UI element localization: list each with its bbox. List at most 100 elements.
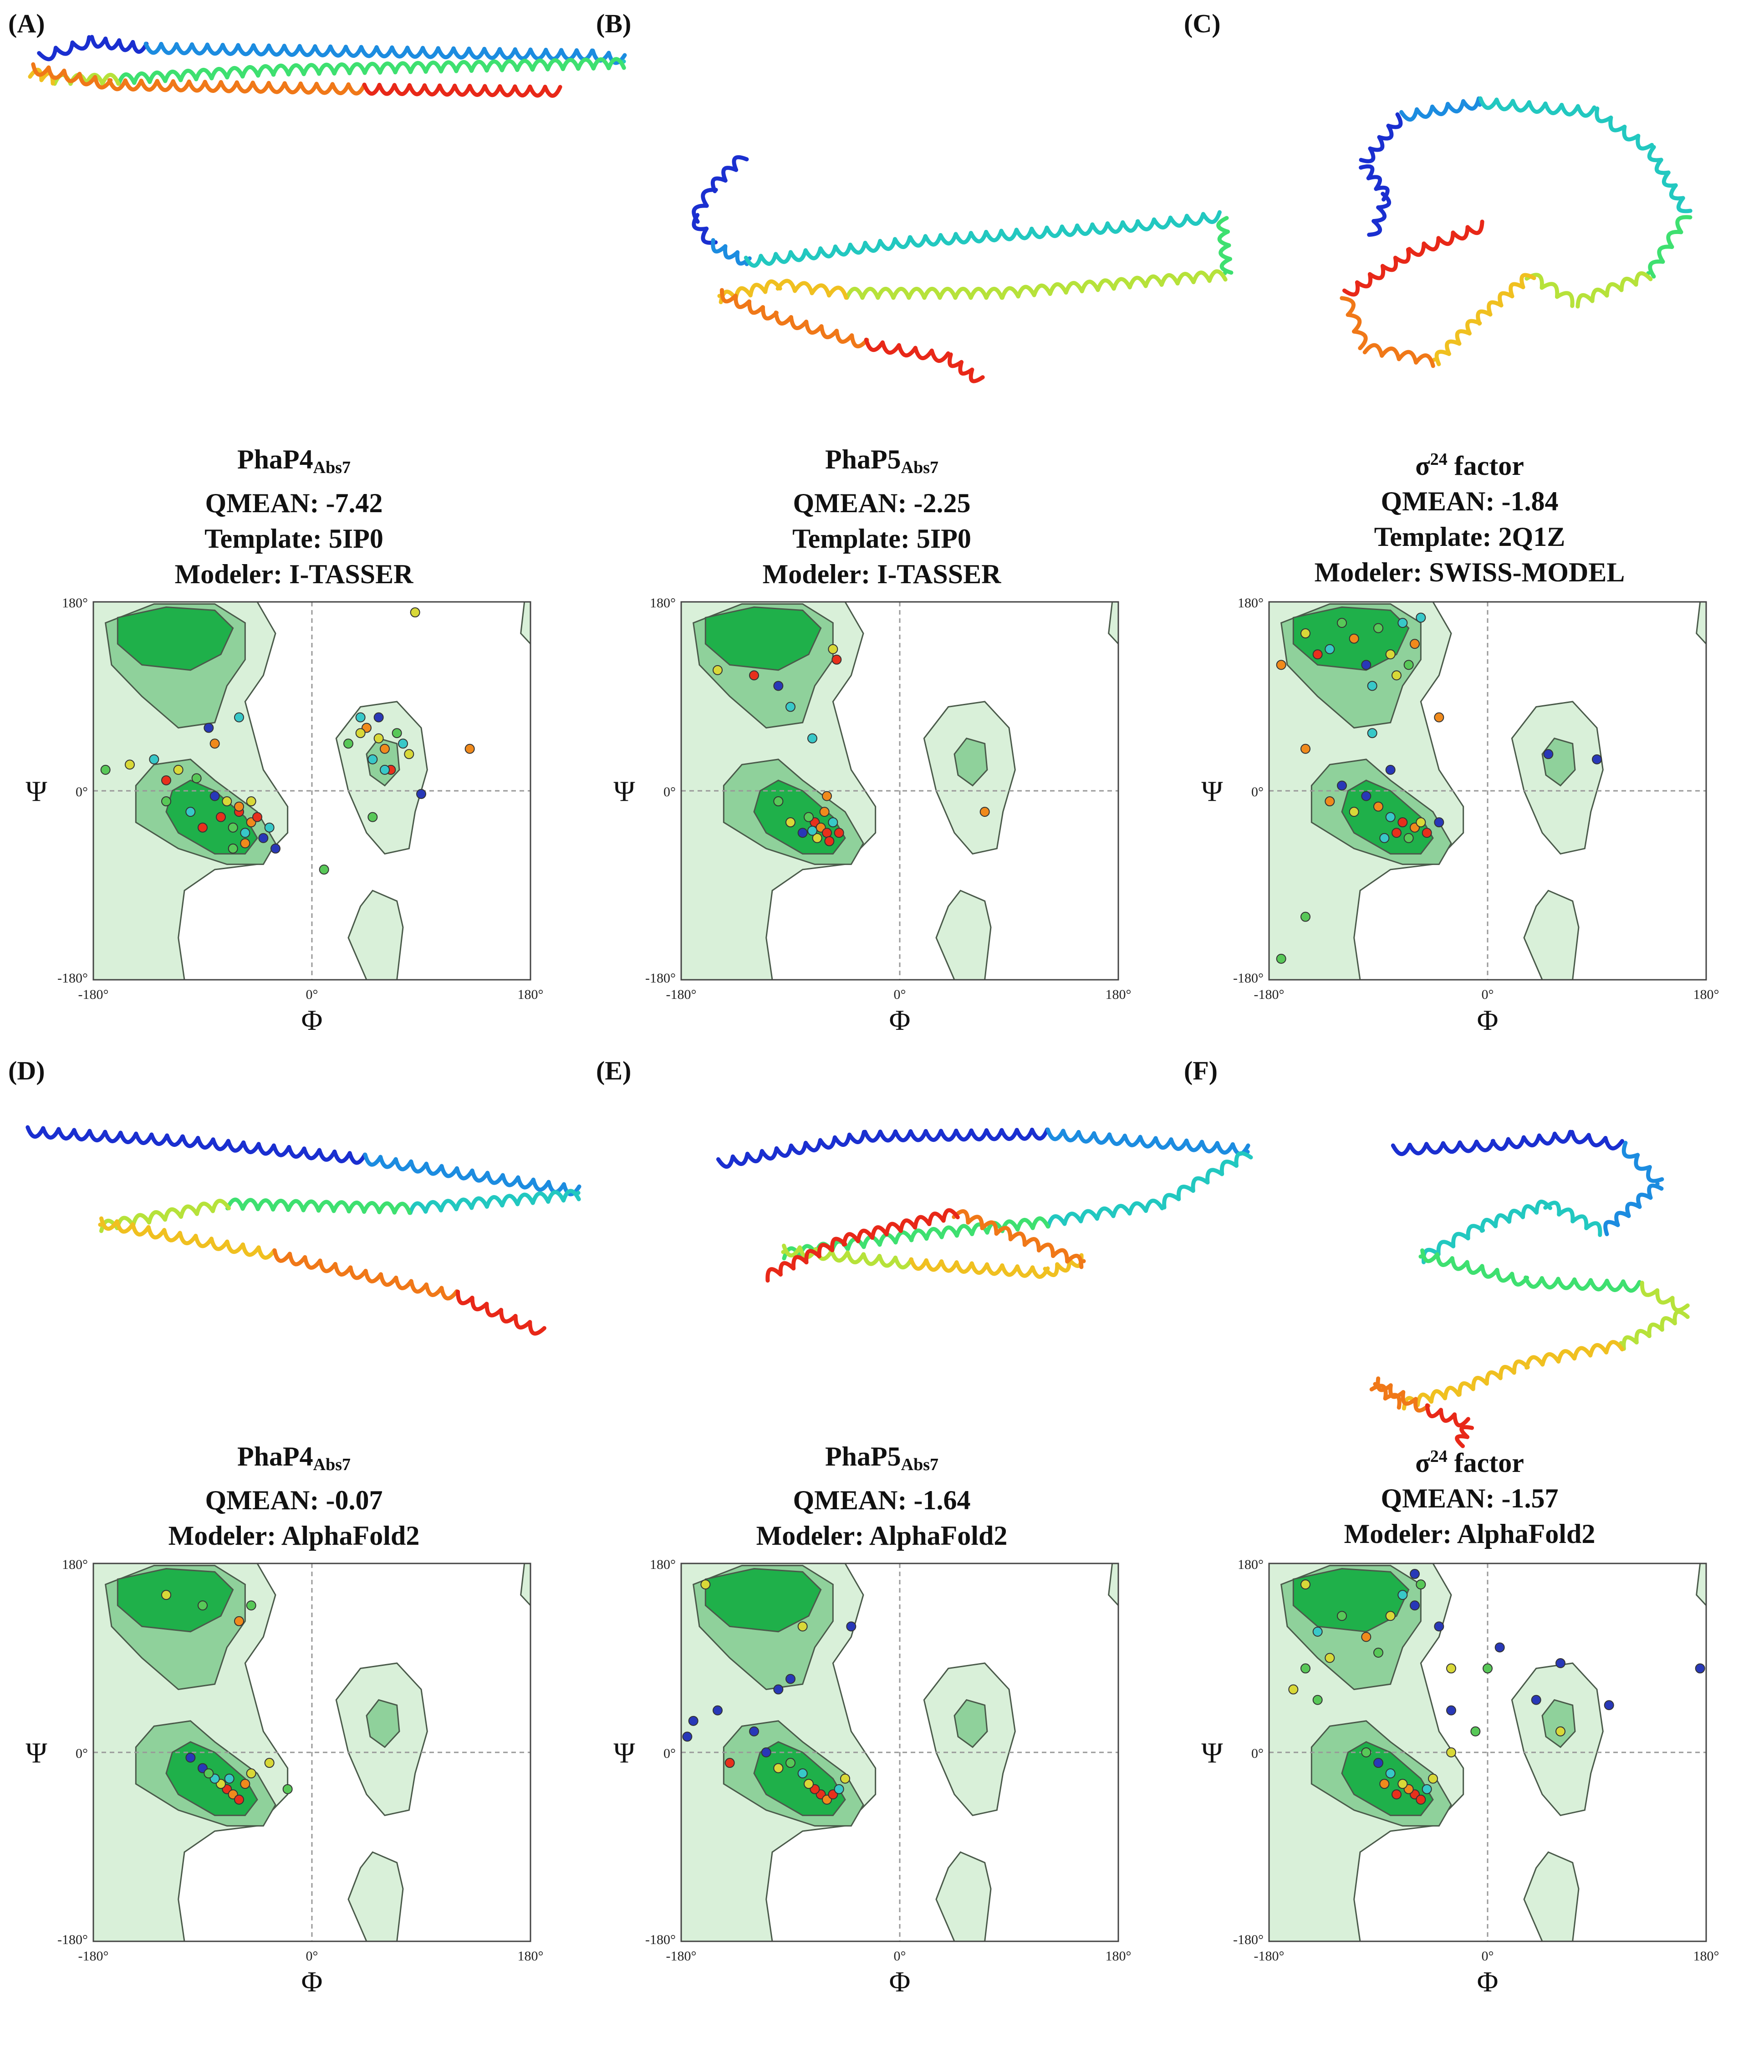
residue-point [1428, 1773, 1438, 1784]
helix-turn [1397, 350, 1418, 365]
helix-turn [1079, 1209, 1099, 1223]
modeler-text: Modeler: AlphaFold2 [1344, 1519, 1596, 1549]
residue-point [416, 789, 426, 799]
helix-turn [984, 229, 1004, 243]
helix-turn [1127, 275, 1148, 290]
psi-axis-label: Ψ [613, 775, 635, 807]
x-tick-label: 0° [306, 987, 318, 1002]
helix-turn [1430, 102, 1450, 117]
helix-turn [147, 1210, 167, 1225]
helix-turn [591, 57, 611, 71]
helix-turn [297, 44, 317, 57]
helix-turn [804, 1249, 821, 1265]
helix-turn [814, 1242, 834, 1256]
helix-turn [1555, 291, 1575, 308]
helix-turn [544, 47, 564, 61]
helix-turn [1457, 1381, 1475, 1397]
residue-point [713, 1705, 723, 1716]
helix-turn [499, 1308, 518, 1324]
helix-turn [1625, 1201, 1642, 1218]
model-caption: PhaP5Abs7 QMEAN: -2.25 Template: 5IP0 Model… [588, 442, 1176, 592]
helix-turn [256, 64, 276, 78]
helix-turn [947, 352, 964, 368]
helix-turn [1465, 319, 1482, 336]
helix-turn [1595, 106, 1613, 123]
helix-turn [1219, 1159, 1239, 1176]
x-tick-label: 0° [1482, 1949, 1494, 1964]
helix-turn [1524, 1355, 1545, 1370]
helix-turn [1152, 215, 1173, 230]
helix-turn [778, 1261, 796, 1277]
helix-turn [1127, 1201, 1148, 1216]
residue-point [1276, 660, 1286, 670]
helix-turn [1560, 102, 1580, 117]
residue-point [1288, 1684, 1299, 1695]
helix-turn [131, 1222, 151, 1237]
helix-turn [830, 1237, 847, 1252]
helix-turn [1657, 244, 1674, 264]
residue-point [204, 723, 214, 733]
helix-turn [454, 1166, 474, 1181]
helix-turn [513, 47, 533, 61]
helix-turn [282, 44, 302, 57]
helix-turn [1452, 1412, 1470, 1428]
helix-turn [546, 1190, 566, 1204]
helix-turn [454, 1197, 474, 1212]
helix-turn [1512, 1359, 1530, 1375]
helix-turn [1386, 112, 1403, 129]
x-tick-label: 180° [1693, 1949, 1719, 1964]
helix-turn [1000, 1219, 1020, 1233]
x-tick-label: -180° [666, 987, 697, 1002]
helix-turn [716, 1154, 735, 1169]
helix-turn [194, 1201, 215, 1216]
helix-turn [818, 244, 838, 259]
helix-turn [546, 58, 565, 71]
helix-turn [271, 63, 291, 77]
helix-turn [1570, 1130, 1591, 1145]
panel-label: (B) [596, 9, 632, 38]
helix-turn [225, 1197, 245, 1211]
y-tick-label: 0° [663, 1746, 676, 1761]
helix-turn [909, 1257, 928, 1271]
helix-turn [378, 1272, 398, 1287]
helix-turn [225, 1239, 245, 1254]
modeler-text: Modeler: I-TASSER [762, 559, 1001, 589]
helix-turn [1465, 1260, 1484, 1275]
helix-turn [117, 38, 135, 52]
helix-turn [219, 80, 239, 93]
helix-turn [362, 61, 382, 75]
residue-point [785, 1758, 795, 1768]
helix-turn [1062, 1212, 1083, 1226]
residue-point [1531, 1695, 1541, 1705]
helix-turn [99, 1216, 119, 1231]
helix-turn [543, 85, 562, 98]
helix-turn [985, 1221, 1004, 1235]
helix-turn [241, 1140, 261, 1154]
model-caption: PhaP4Abs7 QMEAN: -7.42 Template: 5IP0 Model… [0, 442, 588, 592]
helix-turn [721, 166, 739, 183]
helix-turn [803, 1138, 822, 1153]
helix-turn [1340, 296, 1356, 317]
helix-turn [1415, 1392, 1433, 1407]
helix-turn [1676, 196, 1693, 214]
helix-turn [1487, 300, 1504, 317]
helix-turn [877, 1254, 897, 1268]
helix-turn [1490, 1137, 1510, 1151]
protein-structure [716, 1127, 1253, 1283]
residue-point [1604, 1700, 1614, 1711]
residue-point [797, 1621, 808, 1632]
helix-turn [1371, 205, 1387, 224]
residue-point [1446, 1663, 1456, 1674]
helix-turn [1391, 1142, 1412, 1156]
helix-turn [1388, 1383, 1406, 1399]
helix-turn [833, 242, 852, 257]
helix-turn [240, 65, 260, 79]
helix-turn [530, 1191, 551, 1205]
psi-axis-label: Ψ [1201, 1736, 1223, 1769]
residue-point [343, 738, 353, 749]
protein-subscript: Abs7 [901, 458, 939, 477]
helix-turn [1159, 273, 1180, 287]
residue-point [1410, 639, 1420, 649]
residue-point [1300, 628, 1310, 639]
residue-point [1434, 712, 1444, 723]
